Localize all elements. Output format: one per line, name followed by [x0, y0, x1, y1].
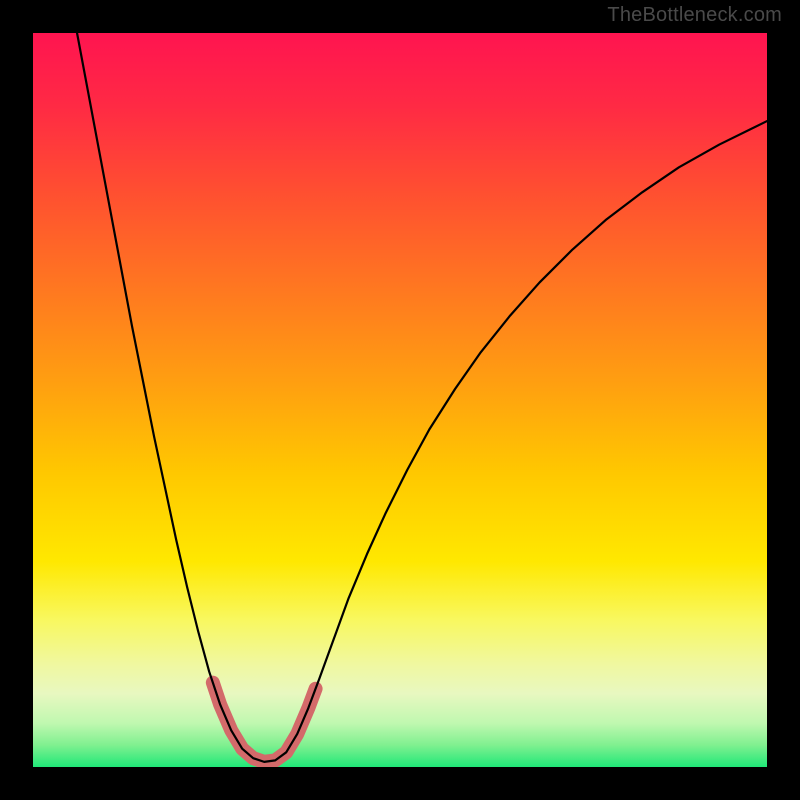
bottleneck-chart — [0, 0, 800, 800]
gradient-plot-area — [33, 33, 767, 767]
chart-frame: TheBottleneck.com — [0, 0, 800, 800]
watermark-text: TheBottleneck.com — [607, 4, 782, 27]
